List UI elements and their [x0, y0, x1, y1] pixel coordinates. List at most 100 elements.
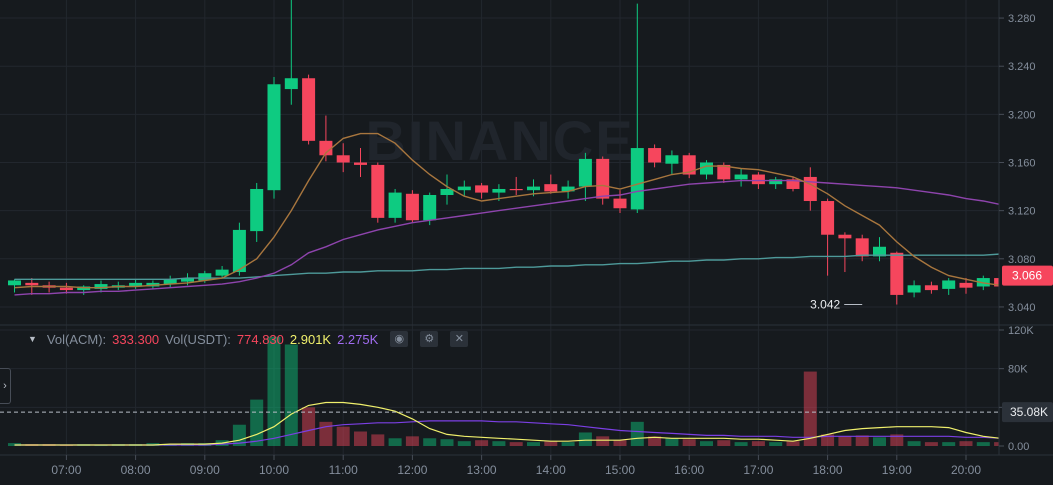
candle-body — [734, 174, 748, 180]
volume-bar — [700, 441, 713, 446]
price-tick-label: 3.160 — [1008, 158, 1036, 170]
candle-body — [302, 78, 316, 141]
volume-bar — [457, 441, 471, 446]
time-tick-label: 12:00 — [397, 463, 427, 477]
volume-bar — [388, 438, 402, 446]
volume-tick-label: 80K — [1008, 364, 1028, 376]
expand-panel-chevron-icon[interactable]: › — [0, 368, 11, 404]
candle-body — [198, 273, 212, 281]
candle-body — [267, 84, 281, 191]
candle-body — [25, 282, 39, 286]
volume-bar — [561, 442, 575, 446]
candle-body — [769, 179, 783, 185]
volume-tick-label: 0.00 — [1008, 441, 1029, 453]
volume-level-value: 35.08K — [1010, 405, 1048, 419]
volume-legend: ▼ Vol(ACM): 333.300 Vol(USDT): 774.830 2… — [28, 331, 474, 347]
volume-ma1-line — [14, 401, 1053, 446]
low-price-label: 3.042 — [810, 298, 840, 312]
candle-body — [457, 186, 471, 191]
candle-body — [821, 201, 835, 235]
candle-body — [751, 174, 765, 185]
settings-gear-icon[interactable]: ⚙ — [420, 331, 439, 347]
current-price-tag: 3.066 — [1002, 265, 1053, 286]
candle-body — [492, 188, 506, 193]
time-tick-label: 17:00 — [743, 463, 773, 477]
price-tick-label: 3.240 — [1008, 61, 1036, 73]
volume-bar — [492, 441, 506, 446]
candle-body — [527, 186, 540, 191]
volume-bar — [613, 440, 627, 446]
volume-bar — [976, 442, 990, 446]
volume-level-tag: 35.08K — [0, 402, 1053, 423]
collapse-caret-icon[interactable]: ▼ — [28, 334, 37, 344]
time-tick-label: 10:00 — [259, 463, 289, 477]
candle-body — [578, 158, 592, 187]
candle-body — [803, 176, 817, 202]
candle-body — [181, 278, 194, 282]
volume-bars — [8, 336, 1053, 447]
close-icon[interactable]: ✕ — [450, 331, 469, 347]
volume-bar — [838, 436, 852, 446]
candle-body — [8, 280, 21, 286]
candle-body — [648, 148, 662, 163]
volume-bar — [717, 440, 731, 446]
grid-lines — [0, 0, 999, 455]
candle-body — [354, 162, 367, 165]
vol-ma1-value: 2.901K — [289, 331, 332, 347]
current-price-value: 3.066 — [1012, 269, 1042, 283]
candle-body — [924, 285, 938, 291]
volume-bar — [509, 442, 523, 446]
volume-bar — [267, 336, 281, 446]
volume-bar — [751, 441, 765, 446]
visibility-eye-icon[interactable]: ◉ — [390, 331, 409, 347]
candle-body — [630, 148, 644, 210]
volume-bar — [907, 441, 921, 446]
volume-bar — [682, 439, 696, 446]
volume-bar — [630, 421, 644, 446]
time-tick-label: 08:00 — [121, 463, 151, 477]
volume-bar — [284, 344, 298, 446]
candle-body — [388, 192, 402, 218]
price-tick-label: 3.040 — [1008, 302, 1036, 314]
candle-body — [250, 188, 264, 232]
price-axis: 3.280 3.240 3.200 3.160 3.120 3.080 3.040 — [999, 13, 1036, 314]
candle-body — [873, 246, 886, 257]
candle-body — [232, 229, 246, 273]
volume-bar — [596, 436, 610, 446]
time-tick-label: 13:00 — [467, 463, 497, 477]
volume-bar — [336, 426, 350, 446]
candle-body — [561, 186, 575, 192]
candle-body — [94, 284, 108, 289]
candle-body — [838, 234, 852, 239]
volume-bar — [423, 438, 437, 446]
time-axis: 07:00 08:00 09:00 10:00 11:00 12:00 13:00 14:00… — [51, 455, 981, 477]
time-tick-label: 15:00 — [605, 463, 635, 477]
volume-tick-label: 120K — [1008, 325, 1034, 337]
time-tick-label: 07:00 — [51, 463, 81, 477]
candle-body — [319, 140, 333, 156]
candle-body — [959, 282, 973, 288]
price-tick-label: 3.120 — [1008, 206, 1036, 218]
current-price-tag-bg — [1002, 265, 1053, 286]
time-tick-label: 20:00 — [951, 463, 981, 477]
moving-average-lines — [14, 132, 1053, 446]
candle-body — [59, 287, 73, 291]
candle-body — [423, 195, 437, 221]
volume-bar — [354, 431, 367, 446]
price-tick-label: 3.200 — [1008, 109, 1036, 121]
volume-bar — [405, 436, 419, 446]
time-tick-label: 19:00 — [882, 463, 912, 477]
ma-mid-line — [14, 179, 1053, 296]
time-tick-label: 18:00 — [813, 463, 843, 477]
volume-bar — [855, 435, 869, 446]
price-tick-label: 3.080 — [1008, 254, 1036, 266]
volume-bar — [924, 442, 938, 446]
ma-fast-line — [14, 132, 1053, 289]
candle-body — [129, 282, 143, 287]
volume-bar — [319, 421, 333, 446]
volume-bar — [250, 399, 264, 446]
candle-body — [890, 252, 904, 295]
vol-ma2-value: 2.275K — [337, 331, 379, 347]
volume-bar — [959, 441, 973, 446]
